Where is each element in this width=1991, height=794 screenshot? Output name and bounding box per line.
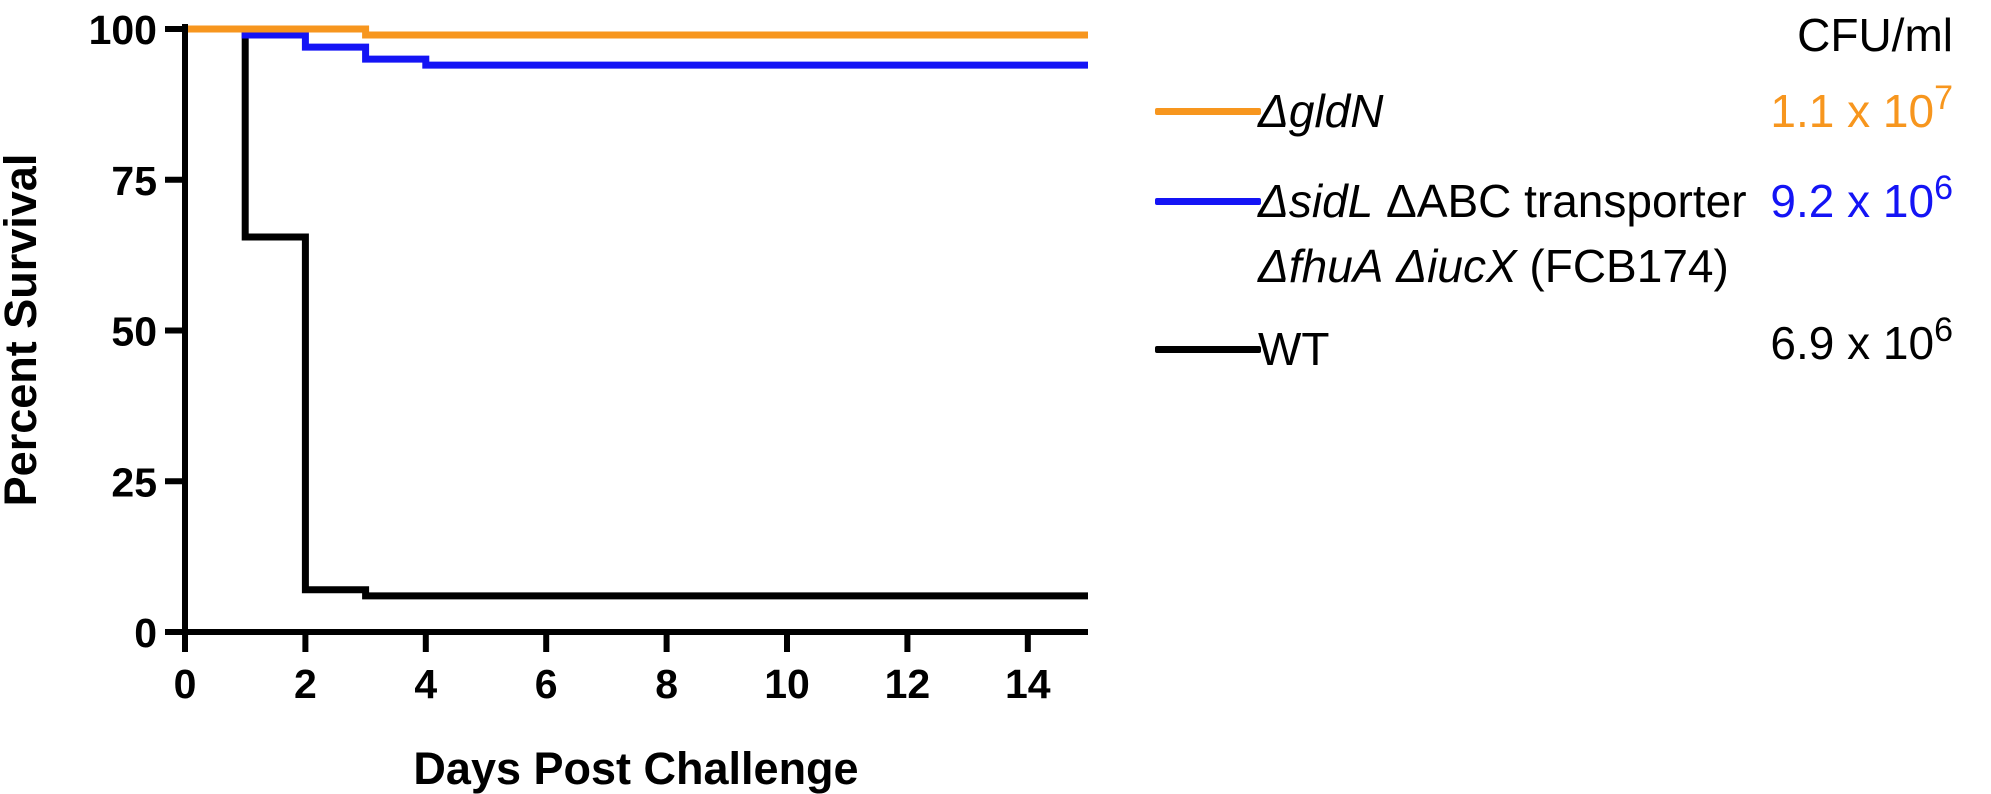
legend-cfu-gldn-base: 1.1 x 10 [1770,85,1935,137]
y-tick-label-0: 0 [134,610,157,656]
legend-cfu-gldn-exp: 7 [1934,78,1953,117]
legend-label-fcb174-line2: ΔfhuA ΔiucX (FCB174) [1258,240,1729,292]
x-tick-label-8: 8 [655,661,678,707]
y-axis-label: Percent Survival [0,154,46,507]
legend-cfu-fcb174: 9.2 x 106 [1770,171,1953,227]
legend-cfu-wt: 6.9 x 106 [1770,313,1953,369]
series-lines [185,25,1088,600]
legend-cfu-fcb174-exp: 6 [1934,168,1953,207]
legend-label-wt: WT [1258,323,1330,375]
legend-label-fcb174-line1: ΔsidL ΔABC transporter [1258,175,1747,227]
x-ticks: 0 2 4 6 8 10 12 14 [174,632,1051,707]
x-tick-label-0: 0 [174,661,197,707]
legend-swatch-wt [1155,346,1261,353]
legend-cfu-gldn: 1.1 x 107 [1770,81,1953,137]
x-tick-label-6: 6 [535,661,558,707]
x-tick-label-12: 12 [885,661,931,707]
y-tick-label-25: 25 [111,459,157,505]
series-line-wt [185,25,1088,600]
y-tick-label-100: 100 [89,7,157,53]
x-tick-label-14: 14 [1005,661,1051,707]
legend-cfu-wt-base: 6.9 x 10 [1770,317,1935,369]
y-ticks: 0 25 50 75 100 [89,7,185,656]
x-tick-label-10: 10 [764,661,810,707]
legend-cfu-fcb174-base: 9.2 x 10 [1770,175,1935,227]
x-tick-label-4: 4 [414,661,437,707]
x-tick-label-2: 2 [294,661,317,707]
axes: 0 25 50 75 100 0 2 4 6 8 10 12 14 Days Post Challen… [0,7,1088,794]
y-tick-label-50: 50 [111,309,157,355]
legend-cfu-wt-exp: 6 [1934,310,1953,349]
legend-label-gldn: ΔgldN [1258,85,1384,137]
series-line-gldN [185,25,1088,39]
y-tick-label-75: 75 [111,158,157,204]
legend-swatch-fcb174 [1155,198,1261,205]
legend-swatch-gldn [1155,108,1261,115]
x-axis-label: Days Post Challenge [413,743,858,794]
legend-header-cfu: CFU/ml [1797,9,1953,61]
